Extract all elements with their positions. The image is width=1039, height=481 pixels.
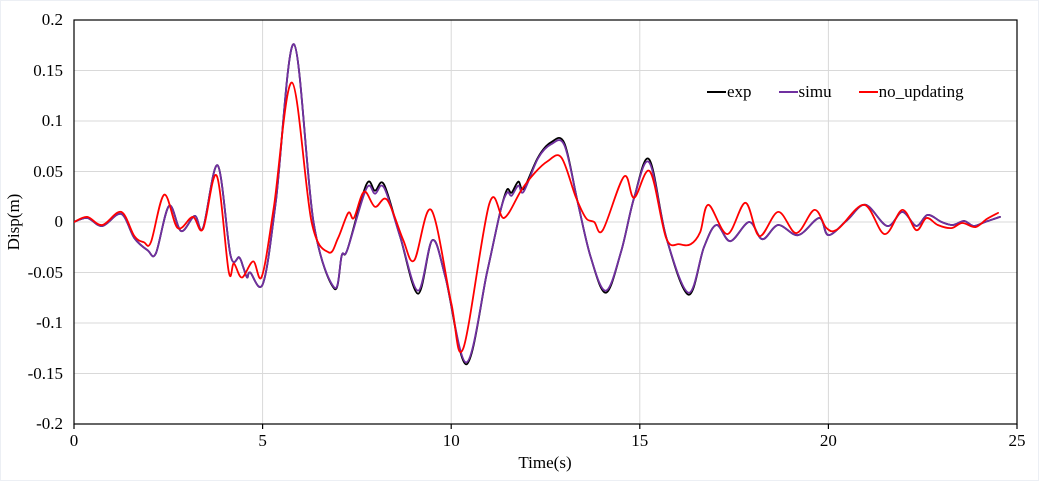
y-tick-label: -0.1 xyxy=(36,313,63,332)
x-tick-label: 20 xyxy=(819,431,837,450)
x-tick-label: 5 xyxy=(258,431,267,450)
legend-label: exp xyxy=(727,82,752,101)
legend-item-no_updating: no_updating xyxy=(858,82,964,102)
y-tick-label: -0.2 xyxy=(36,414,63,433)
series-no_updating-line xyxy=(74,81,999,353)
legend-line-swatch xyxy=(778,91,798,93)
legend: exp simu no_updating xyxy=(707,82,964,102)
y-tick-label: 0.1 xyxy=(41,111,63,130)
y-tick-label: -0.05 xyxy=(27,262,63,282)
x-tick-label: 0 xyxy=(69,431,79,450)
legend-item-exp: exp xyxy=(707,82,752,102)
legend-label: no_updating xyxy=(878,82,964,101)
legend-line-swatch xyxy=(707,91,726,93)
y-tick-label: 0.15 xyxy=(33,60,63,80)
x-tick-label: 15 xyxy=(631,431,649,450)
y-tick-label: 0.05 xyxy=(33,161,63,181)
y-tick-label: -0.15 xyxy=(27,363,63,383)
legend-item-simu: simu xyxy=(778,82,832,102)
y-tick-label: 0.2 xyxy=(41,10,63,29)
y-tick-label: 0 xyxy=(54,212,64,231)
series-simu-line xyxy=(74,43,1001,364)
x-tick-label: 25 xyxy=(1008,431,1026,450)
y-axis-title: Disp(m) xyxy=(4,193,23,251)
x-tick-label: 10 xyxy=(442,431,460,450)
x-axis-title: Time(s) xyxy=(518,453,572,472)
legend-label: simu xyxy=(798,82,832,101)
legend-line-swatch xyxy=(858,91,878,93)
